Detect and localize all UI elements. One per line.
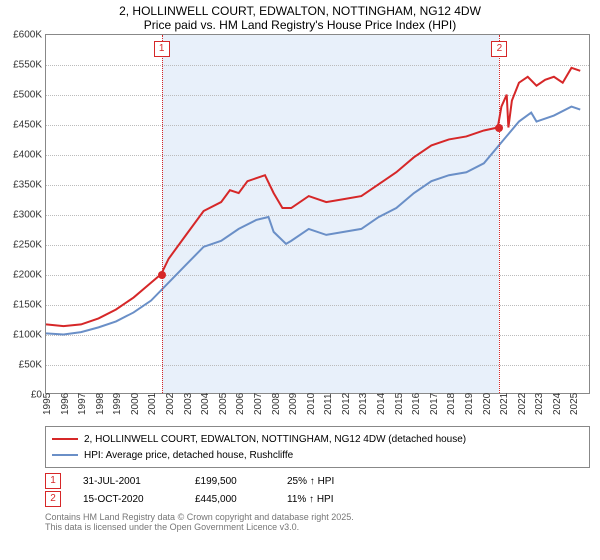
y-tick-label: £350K (13, 180, 42, 191)
x-tick-label: 2010 (306, 393, 317, 415)
sale-row: 1 31-JUL-2001 £199,500 25% ↑ HPI (45, 472, 590, 490)
y-tick-label: £450K (13, 120, 42, 131)
x-tick-label: 2011 (323, 393, 334, 415)
x-tick-label: 2007 (253, 393, 264, 415)
sale-row-date: 31-JUL-2001 (83, 476, 173, 487)
sale-row-price: £199,500 (195, 476, 265, 487)
chart: £0£50K£100K£150K£200K£250K£300K£350K£400… (45, 34, 590, 394)
sale-row: 2 15-OCT-2020 £445,000 11% ↑ HPI (45, 490, 590, 508)
y-tick-label: £100K (13, 330, 42, 341)
x-tick-label: 2016 (411, 393, 422, 415)
y-tick-label: £250K (13, 240, 42, 251)
x-tick-label: 2013 (358, 393, 369, 415)
y-tick-label: £0 (31, 390, 42, 401)
legend-label-red: 2, HOLLINWELL COURT, EDWALTON, NOTTINGHA… (84, 434, 466, 445)
x-tick-label: 2018 (446, 393, 457, 415)
x-tick-label: 2023 (534, 393, 545, 415)
x-tick-label: 1999 (112, 393, 123, 415)
x-tick-label: 2020 (482, 393, 493, 415)
x-tick-label: 2019 (464, 393, 475, 415)
x-tick-label: 2006 (235, 393, 246, 415)
x-tick-label: 2012 (341, 393, 352, 415)
x-tick-label: 2022 (517, 393, 528, 415)
y-tick-label: £200K (13, 270, 42, 281)
x-tick-label: 2015 (394, 393, 405, 415)
x-tick-label: 2003 (183, 393, 194, 415)
x-tick-label: 1996 (60, 393, 71, 415)
x-tick-label: 2000 (130, 393, 141, 415)
sale-marker-dot (495, 124, 503, 132)
x-tick-label: 2014 (376, 393, 387, 415)
y-tick-label: £500K (13, 90, 42, 101)
x-tick-label: 2001 (147, 393, 158, 415)
x-tick-label: 2017 (429, 393, 440, 415)
x-tick-label: 1998 (95, 393, 106, 415)
y-tick-label: £600K (13, 30, 42, 41)
y-tick-label: £150K (13, 300, 42, 311)
sale-row-diff: 11% ↑ HPI (287, 494, 334, 505)
x-tick-label: 2008 (271, 393, 282, 415)
x-tick-label: 2005 (218, 393, 229, 415)
footer-line1: Contains HM Land Registry data © Crown c… (45, 512, 590, 522)
x-tick-label: 1997 (77, 393, 88, 415)
sale-marker-box: 2 (491, 41, 507, 57)
x-tick-label: 1995 (42, 393, 53, 415)
sales-table: 1 31-JUL-2001 £199,500 25% ↑ HPI 2 15-OCT-202… (45, 472, 590, 508)
sale-marker-dot (158, 271, 166, 279)
sale-row-price: £445,000 (195, 494, 265, 505)
legend-swatch-red (52, 438, 78, 440)
legend-swatch-blue (52, 454, 78, 456)
x-tick-label: 2009 (288, 393, 299, 415)
sale-row-id: 2 (45, 491, 61, 507)
y-tick-label: £300K (13, 210, 42, 221)
x-tick-label: 2002 (165, 393, 176, 415)
y-tick-label: £50K (19, 360, 42, 371)
x-tick-label: 2004 (200, 393, 211, 415)
legend: 2, HOLLINWELL COURT, EDWALTON, NOTTINGHA… (45, 426, 590, 468)
x-tick-label: 2025 (569, 393, 580, 415)
sale-marker-box: 1 (154, 41, 170, 57)
footer-line2: This data is licensed under the Open Gov… (45, 522, 590, 532)
y-tick-label: £400K (13, 150, 42, 161)
title-line2: Price paid vs. HM Land Registry's House … (0, 18, 600, 32)
sale-row-diff: 25% ↑ HPI (287, 476, 334, 487)
y-tick-label: £550K (13, 60, 42, 71)
title-line1: 2, HOLLINWELL COURT, EDWALTON, NOTTINGHA… (0, 4, 600, 18)
x-tick-label: 2024 (552, 393, 563, 415)
sale-row-date: 15-OCT-2020 (83, 494, 173, 505)
x-tick-label: 2021 (499, 393, 510, 415)
footer: Contains HM Land Registry data © Crown c… (45, 512, 590, 532)
sale-row-id: 1 (45, 473, 61, 489)
legend-label-blue: HPI: Average price, detached house, Rush… (84, 450, 293, 461)
